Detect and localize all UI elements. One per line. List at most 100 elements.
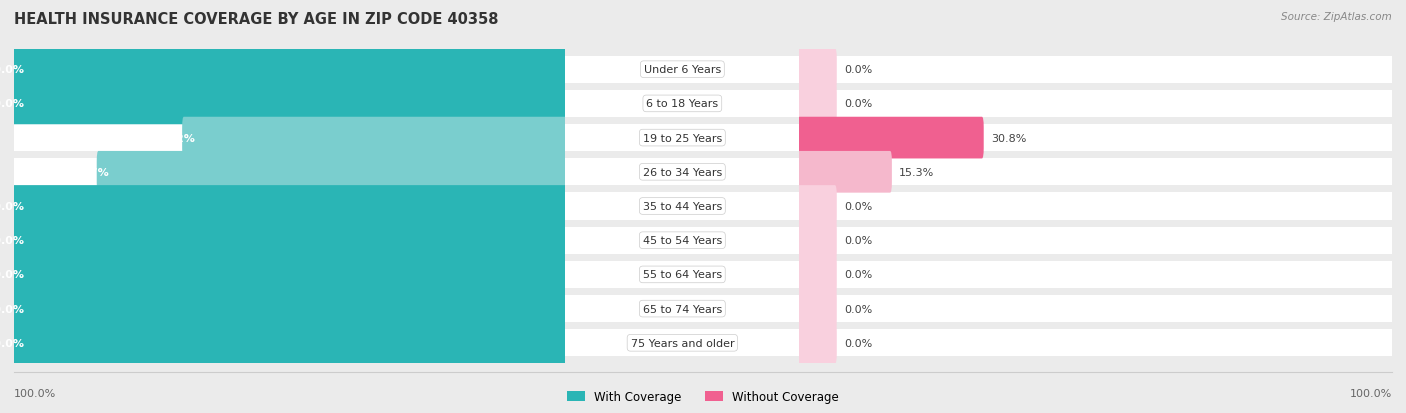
Text: 35 to 44 Years: 35 to 44 Years [643, 202, 721, 211]
FancyBboxPatch shape [565, 261, 800, 288]
Text: Source: ZipAtlas.com: Source: ZipAtlas.com [1281, 12, 1392, 22]
FancyBboxPatch shape [800, 261, 1392, 288]
Text: 100.0%: 100.0% [0, 270, 25, 280]
Text: 100.0%: 100.0% [0, 65, 25, 75]
FancyBboxPatch shape [800, 295, 1392, 323]
FancyBboxPatch shape [13, 49, 567, 91]
Bar [800, 193, 1392, 220]
Text: 0.0%: 0.0% [844, 338, 872, 348]
FancyBboxPatch shape [797, 83, 837, 125]
FancyBboxPatch shape [13, 254, 567, 296]
FancyBboxPatch shape [797, 254, 837, 296]
Text: 30.8%: 30.8% [991, 133, 1026, 143]
Bar [14, 57, 565, 84]
Text: HEALTH INSURANCE COVERAGE BY AGE IN ZIP CODE 40358: HEALTH INSURANCE COVERAGE BY AGE IN ZIP … [14, 12, 499, 27]
FancyBboxPatch shape [800, 193, 1392, 220]
FancyBboxPatch shape [565, 159, 800, 186]
FancyBboxPatch shape [797, 152, 891, 193]
Text: 100.0%: 100.0% [0, 304, 25, 314]
Text: 0.0%: 0.0% [844, 99, 872, 109]
FancyBboxPatch shape [565, 193, 800, 220]
Bar [800, 57, 1392, 84]
FancyBboxPatch shape [13, 288, 567, 330]
Text: 26 to 34 Years: 26 to 34 Years [643, 167, 721, 177]
Bar [800, 329, 1392, 356]
Bar [565, 57, 800, 84]
Text: 75 Years and older: 75 Years and older [630, 338, 734, 348]
Text: 100.0%: 100.0% [14, 388, 56, 398]
Text: 45 to 54 Years: 45 to 54 Years [643, 236, 721, 246]
Bar [800, 295, 1392, 323]
Text: 100.0%: 100.0% [0, 236, 25, 246]
Text: 0.0%: 0.0% [844, 202, 872, 211]
Bar [800, 261, 1392, 288]
FancyBboxPatch shape [800, 57, 1392, 84]
FancyBboxPatch shape [565, 227, 800, 254]
FancyBboxPatch shape [13, 322, 567, 364]
Bar [565, 261, 800, 288]
FancyBboxPatch shape [797, 322, 837, 364]
Bar [565, 329, 800, 356]
Bar [800, 159, 1392, 186]
FancyBboxPatch shape [797, 288, 837, 330]
Text: 100.0%: 100.0% [0, 338, 25, 348]
Bar [565, 159, 800, 186]
Text: 0.0%: 0.0% [844, 65, 872, 75]
Bar [14, 159, 565, 186]
Text: 84.7%: 84.7% [70, 167, 110, 177]
Text: 0.0%: 0.0% [844, 270, 872, 280]
FancyBboxPatch shape [14, 90, 565, 118]
Bar [565, 193, 800, 220]
Bar [565, 227, 800, 254]
FancyBboxPatch shape [565, 90, 800, 118]
FancyBboxPatch shape [13, 83, 567, 125]
FancyBboxPatch shape [183, 117, 567, 159]
Bar [800, 125, 1392, 152]
Bar [14, 295, 565, 323]
Text: Under 6 Years: Under 6 Years [644, 65, 721, 75]
Bar [14, 261, 565, 288]
Bar [565, 295, 800, 323]
FancyBboxPatch shape [800, 329, 1392, 356]
FancyBboxPatch shape [14, 125, 565, 152]
Text: 0.0%: 0.0% [844, 236, 872, 246]
FancyBboxPatch shape [14, 193, 565, 220]
FancyBboxPatch shape [14, 57, 565, 84]
Text: 55 to 64 Years: 55 to 64 Years [643, 270, 721, 280]
FancyBboxPatch shape [565, 329, 800, 356]
Text: 100.0%: 100.0% [1350, 388, 1392, 398]
Text: 0.0%: 0.0% [844, 304, 872, 314]
FancyBboxPatch shape [14, 159, 565, 186]
Text: 19 to 25 Years: 19 to 25 Years [643, 133, 721, 143]
Bar [14, 125, 565, 152]
Bar [14, 90, 565, 118]
FancyBboxPatch shape [14, 227, 565, 254]
FancyBboxPatch shape [800, 159, 1392, 186]
Bar [14, 329, 565, 356]
FancyBboxPatch shape [14, 295, 565, 323]
Text: 69.2%: 69.2% [156, 133, 195, 143]
FancyBboxPatch shape [800, 90, 1392, 118]
FancyBboxPatch shape [97, 152, 567, 193]
FancyBboxPatch shape [14, 261, 565, 288]
FancyBboxPatch shape [14, 329, 565, 356]
Bar [14, 227, 565, 254]
Legend: With Coverage, Without Coverage: With Coverage, Without Coverage [567, 390, 839, 403]
Text: 15.3%: 15.3% [898, 167, 934, 177]
FancyBboxPatch shape [797, 49, 837, 91]
FancyBboxPatch shape [800, 227, 1392, 254]
FancyBboxPatch shape [797, 220, 837, 261]
FancyBboxPatch shape [797, 186, 837, 227]
Bar [14, 193, 565, 220]
Bar [565, 90, 800, 118]
FancyBboxPatch shape [565, 57, 800, 84]
Text: 100.0%: 100.0% [0, 202, 25, 211]
FancyBboxPatch shape [565, 125, 800, 152]
FancyBboxPatch shape [13, 186, 567, 227]
FancyBboxPatch shape [800, 125, 1392, 152]
Bar [800, 90, 1392, 118]
Text: 100.0%: 100.0% [0, 99, 25, 109]
FancyBboxPatch shape [797, 117, 984, 159]
Text: 65 to 74 Years: 65 to 74 Years [643, 304, 721, 314]
Bar [800, 227, 1392, 254]
